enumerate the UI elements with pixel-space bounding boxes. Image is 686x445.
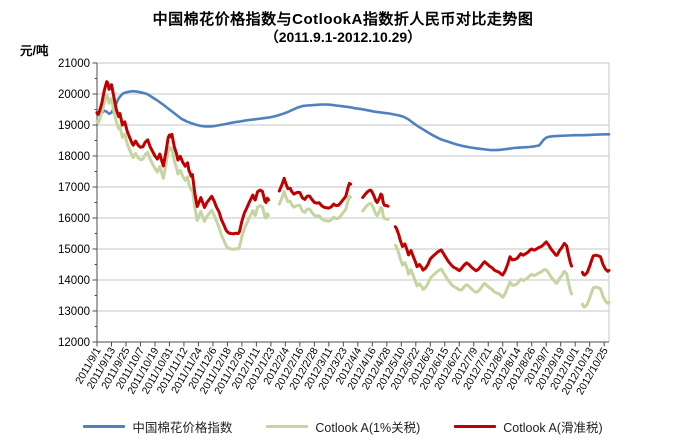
series-line-cotlook-1pct	[277, 189, 353, 223]
series-line-cotlook-sliding	[95, 80, 270, 236]
y-axis-tick-label: 14000	[58, 275, 90, 287]
y-axis-tick-label: 20000	[58, 89, 90, 101]
series-line-cotlook-sliding	[277, 176, 353, 210]
legend-label: 中国棉花价格指数	[132, 421, 233, 435]
series-line-cotlook-sliding	[393, 225, 574, 277]
y-axis-tick-label: 12000	[58, 337, 90, 349]
legend-line-swatch	[83, 425, 126, 428]
series-line-ccindex	[95, 89, 611, 152]
y-axis-unit-label: 元/吨	[20, 44, 49, 58]
y-axis-tick-label: 13000	[58, 306, 90, 318]
chart-title: 中国棉花价格指数与CotlookA指数折人民币对比走势图	[152, 11, 534, 28]
series-line-cotlook-sliding	[580, 253, 611, 277]
series-line-cotlook-sliding	[361, 188, 390, 208]
y-axis-tick-label: 15000	[58, 244, 90, 256]
y-axis-tick-label: 19000	[58, 120, 90, 132]
series-line-cotlook-1pct	[580, 285, 611, 309]
legend-item-cotlook-sliding: Cotlook A(滑准税)	[454, 417, 603, 436]
series-line-cotlook-1pct	[361, 201, 390, 222]
legend-label: Cotlook A(滑准税)	[503, 421, 603, 435]
y-axis-tick-label: 21000	[58, 58, 90, 70]
series-line-cotlook-1pct	[393, 243, 574, 299]
legend-item-cotlook-1pct: Cotlook A(1%关税)	[266, 417, 420, 436]
legend-label: Cotlook A(1%关税)	[315, 421, 421, 435]
legend-line-swatch	[454, 425, 497, 428]
series-line-cotlook-1pct	[95, 94, 270, 251]
chart-legend: 中国棉花价格指数 Cotlook A(1%关税) Cotlook A(滑准税)	[0, 417, 686, 436]
legend-item-ccindex: 中国棉花价格指数	[83, 417, 232, 436]
y-axis-tick-label: 18000	[58, 151, 90, 163]
y-axis-tick-label: 17000	[58, 182, 90, 194]
chart-subtitle: （2011.9.1-2012.10.29）	[264, 29, 422, 45]
legend-line-swatch	[266, 425, 309, 428]
y-axis-tick-label: 16000	[58, 213, 90, 225]
